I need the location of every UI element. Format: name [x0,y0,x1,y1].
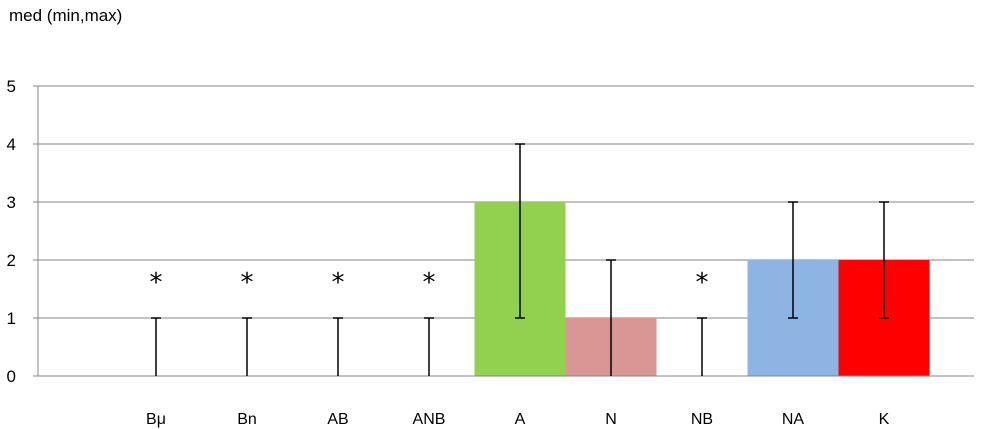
y-tick-label: 4 [7,135,16,154]
x-tick-label: Bn [237,411,257,428]
x-tick-label: NB [691,411,713,428]
significance-asterisk: * [150,268,163,298]
x-tick-label: Bμ [146,411,166,428]
y-tick-label: 0 [7,367,16,386]
x-tick-label: ANB [413,411,446,428]
labels: 0 1 2 3 4 5 * Bμ * Bn * AB * ANB A N * NB NA K [7,77,890,428]
x-tick-label: NA [782,411,805,428]
significance-asterisk: * [423,268,436,298]
x-tick-label: N [605,411,617,428]
chart-title: med (min,max) [9,6,123,25]
significance-asterisk: * [241,268,254,298]
y-tick-label: 1 [7,309,16,328]
y-tick-label: 5 [7,77,16,96]
y-tick-label: 3 [7,193,16,212]
axes [33,85,974,377]
significance-asterisk: * [696,268,709,298]
y-tick-label: 2 [7,251,16,270]
x-tick-label: A [515,411,526,428]
error-bars [151,143,889,376]
x-tick-label: AB [327,411,348,428]
significance-asterisk: * [332,268,345,298]
x-tick-label: K [879,411,890,428]
